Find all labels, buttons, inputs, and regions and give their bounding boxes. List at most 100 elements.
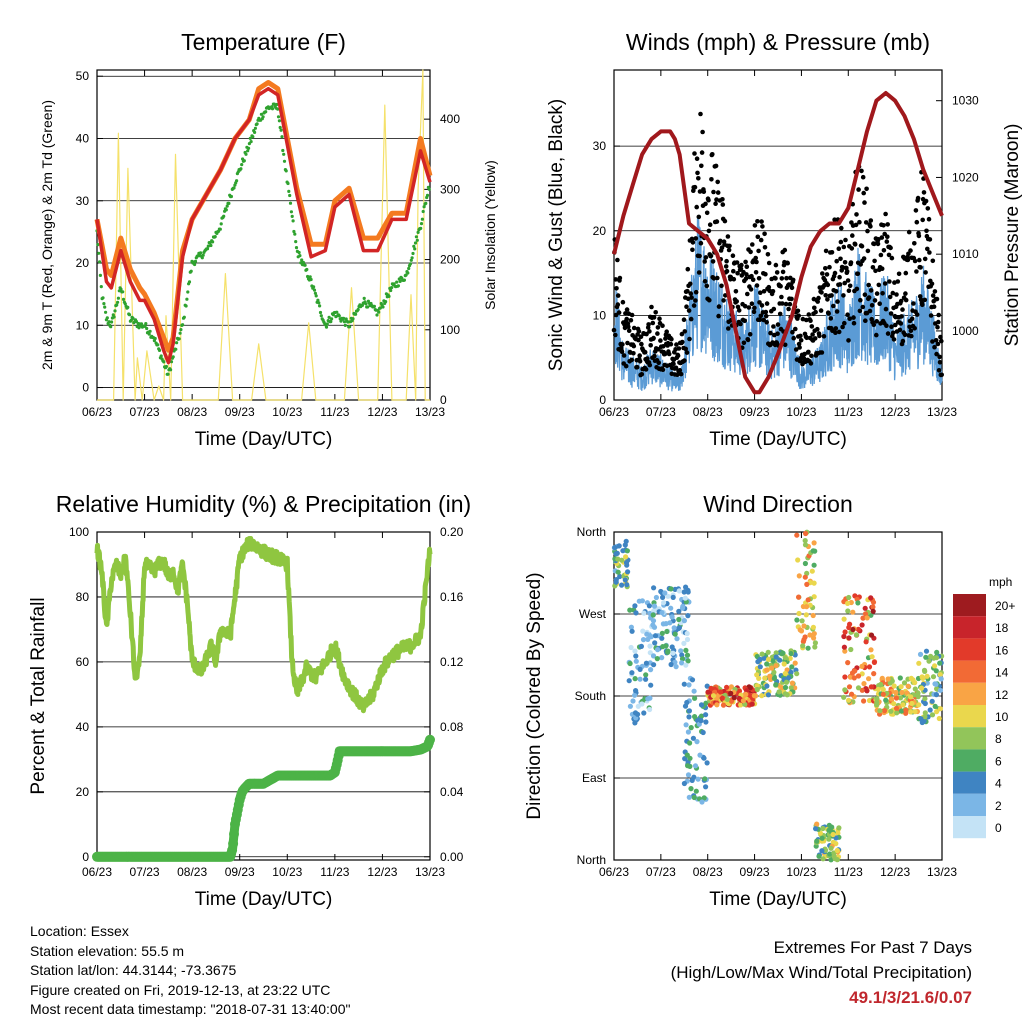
gust-point: [937, 360, 943, 365]
direction-point: [651, 603, 658, 609]
gust-point: [890, 330, 896, 336]
direction-point: [789, 680, 796, 686]
direction-point: [908, 709, 914, 715]
direction-point: [932, 703, 938, 710]
gust-point: [615, 293, 621, 298]
direction-point: [624, 582, 630, 588]
direction-point: [681, 681, 687, 687]
gust-point: [679, 331, 685, 337]
gust-point: [763, 313, 769, 319]
direction-point: [771, 669, 777, 675]
colorbar-label: 10: [995, 710, 1009, 724]
direction-point: [796, 610, 802, 617]
dewpoint-point: [300, 258, 304, 262]
gust-point: [642, 349, 648, 355]
dewpoint-point: [209, 243, 213, 248]
direction-point: [747, 685, 753, 691]
gust-point: [703, 255, 709, 260]
direction-point: [689, 677, 696, 683]
direction-point: [684, 752, 690, 758]
gust-point: [771, 306, 777, 312]
direction-point: [623, 560, 630, 566]
direction-point: [874, 696, 880, 702]
direction-point: [747, 692, 753, 698]
dewpoint-point: [145, 326, 149, 331]
gust-point: [887, 279, 892, 284]
direction-point: [676, 608, 682, 615]
dewpoint-point: [276, 107, 280, 111]
gust-point: [747, 332, 753, 337]
dewpoint-point: [275, 102, 279, 107]
dewpoint-point: [113, 309, 117, 313]
direction-point: [827, 851, 833, 857]
dewpoint-point: [205, 247, 210, 251]
gust-point: [686, 308, 692, 313]
gust-point: [810, 332, 815, 337]
direction-point: [871, 671, 877, 677]
direction-point: [654, 656, 660, 662]
direction-point: [937, 672, 943, 678]
gust-point: [900, 338, 906, 344]
gust-point: [918, 265, 923, 270]
location-text: Location: Essex: [30, 923, 129, 939]
gust-point: [652, 353, 657, 359]
dewpoint-point: [407, 266, 411, 271]
gust-point: [797, 345, 802, 350]
gust-point: [806, 312, 812, 317]
dewpoint-point: [427, 187, 431, 191]
gust-point: [756, 248, 761, 254]
gust-point: [848, 260, 854, 265]
dewpoint-point: [109, 325, 113, 329]
direction-point: [641, 610, 647, 616]
x-tick-label: 13/23: [415, 405, 445, 419]
dewpoint-point: [395, 280, 399, 284]
dewpoint-point: [148, 329, 152, 333]
dewpoint-point: [201, 253, 205, 257]
gust-point: [647, 329, 652, 334]
direction-point: [842, 629, 848, 635]
dewpoint-point: [420, 217, 424, 221]
gust-point: [865, 248, 871, 254]
direction-point: [620, 548, 626, 554]
gust-point: [675, 372, 680, 378]
x-tick-label: 12/23: [880, 865, 910, 879]
direction-point: [871, 659, 878, 666]
gust-point: [650, 320, 656, 326]
gust-point: [771, 324, 776, 329]
gust-point: [757, 317, 763, 323]
dewpoint-point: [206, 244, 210, 248]
recent-timestamp-text: Most recent data timestamp: "2018-07-31 …: [30, 1001, 351, 1018]
direction-point: [703, 784, 709, 790]
gust-point: [683, 346, 688, 352]
direction-point: [859, 687, 865, 693]
direction-point: [900, 702, 906, 708]
direction-point: [846, 594, 852, 601]
gust-point: [766, 284, 772, 290]
dewpoint-point: [290, 214, 294, 218]
direction-point: [625, 569, 631, 575]
gust-point: [778, 283, 783, 289]
gust-point: [710, 152, 715, 157]
gust-point: [734, 260, 740, 265]
colorbar-unit: mph: [989, 575, 1012, 589]
gust-point: [793, 326, 798, 332]
gust-point: [789, 285, 795, 291]
direction-point: [652, 633, 659, 639]
direction-point: [817, 830, 824, 836]
direction-point: [877, 708, 883, 714]
gust-point: [875, 241, 881, 247]
gust-point: [885, 234, 890, 239]
direction-point: [800, 643, 806, 649]
direction-point: [703, 700, 709, 706]
direction-point: [701, 795, 707, 801]
gust-point: [891, 337, 897, 342]
colorbar-swatch: [953, 793, 986, 816]
direction-point: [653, 594, 660, 601]
gust-point: [908, 328, 914, 334]
y2-axis-label: Solar Insolation (Yellow): [482, 160, 498, 310]
gust-point: [663, 336, 668, 341]
gust-point: [789, 296, 794, 302]
gust-point: [879, 266, 885, 272]
direction-point: [659, 630, 665, 637]
gust-point: [885, 222, 890, 227]
